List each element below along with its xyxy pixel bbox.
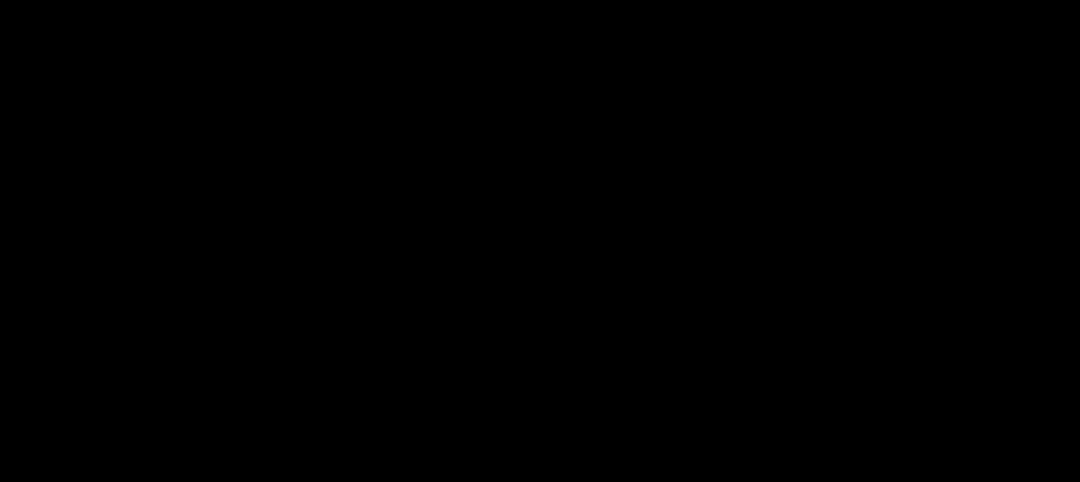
Text: b.  Indicated and shaft thermal efficiencies.: b. Indicated and shaft thermal efficienc… bbox=[114, 384, 501, 402]
Text: and a stroke of 93mm gave the following data:: and a stroke of 93mm gave the following … bbox=[10, 96, 441, 114]
Text: = 3400 rev/min: = 3400 rev/min bbox=[530, 124, 669, 142]
Text: Indicated mean effective pressure: Indicated mean effective pressure bbox=[80, 188, 384, 206]
Text: a.  Shaft power, indicated power and mechanical efficiency.: a. Shaft power, indicated power and mech… bbox=[114, 352, 646, 370]
Text: Rate of fuel consumption: Rate of fuel consumption bbox=[80, 220, 303, 238]
Text: Calorific value of fuel: Calorific value of fuel bbox=[80, 252, 268, 270]
Text: Calculate the following for the engine:: Calculate the following for the engine: bbox=[10, 326, 362, 344]
Text: c.  Specific fuel consumption.: c. Specific fuel consumption. bbox=[114, 416, 376, 434]
Text: 2. A test conducted on a four-stroke four-cylinder petrol engine having a bore o: 2. A test conducted on a four-stroke fou… bbox=[10, 72, 810, 90]
Text: = 6.7 bar: = 6.7 bar bbox=[530, 188, 615, 206]
Text: = 42 500 KJ/Kg: = 42 500 KJ/Kg bbox=[530, 252, 663, 270]
Text: = 8.5 Kg/hr: = 8.5 Kg/hr bbox=[530, 220, 632, 238]
Text: = 70 Nm: = 70 Nm bbox=[530, 156, 609, 174]
Text: Clearance volume: Clearance volume bbox=[80, 284, 241, 302]
Text: Engine speed: Engine speed bbox=[80, 124, 201, 142]
Text: = 56.8 cm³: = 56.8 cm³ bbox=[530, 284, 630, 302]
Text: Dynamometer: Dynamometer bbox=[80, 156, 208, 174]
